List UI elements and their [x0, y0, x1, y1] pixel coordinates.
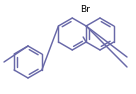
Text: Br: Br [80, 6, 90, 14]
